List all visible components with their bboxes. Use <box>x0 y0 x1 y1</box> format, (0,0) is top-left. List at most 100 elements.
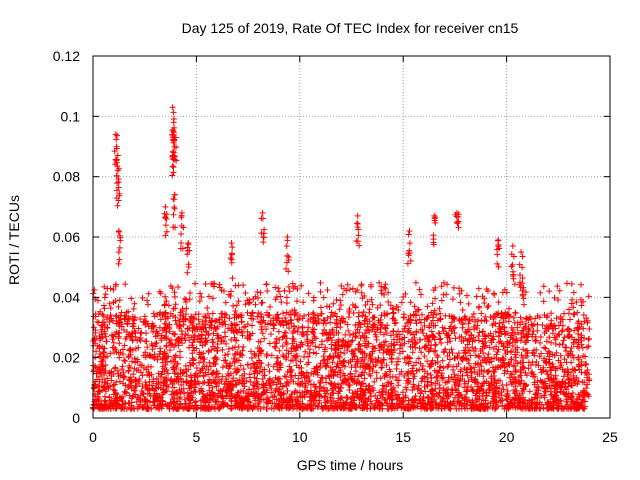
data-point <box>383 400 390 407</box>
data-point <box>163 329 170 336</box>
data-point <box>308 370 315 377</box>
data-point <box>332 320 339 327</box>
data-point <box>311 365 318 372</box>
data-point <box>102 401 109 408</box>
data-point <box>186 247 193 254</box>
data-point <box>585 343 592 350</box>
data-point <box>230 375 237 382</box>
data-point <box>184 251 191 258</box>
data-point <box>558 328 565 335</box>
data-point <box>448 374 455 381</box>
data-point <box>257 364 264 371</box>
data-point <box>436 330 443 337</box>
data-point <box>465 326 472 333</box>
data-point <box>536 353 543 360</box>
data-point <box>167 310 174 317</box>
data-point <box>102 379 109 386</box>
data-point <box>401 340 408 347</box>
data-point <box>406 240 413 247</box>
data-point <box>334 360 341 367</box>
data-point <box>245 398 252 405</box>
data-point <box>541 311 548 318</box>
data-point <box>354 393 361 400</box>
data-point <box>92 313 99 320</box>
data-point <box>150 310 157 317</box>
data-point <box>564 371 571 378</box>
data-point <box>511 374 518 381</box>
data-point <box>464 372 471 379</box>
data-point <box>273 335 280 342</box>
data-point <box>557 397 564 404</box>
data-point <box>358 371 365 378</box>
data-point <box>143 381 150 388</box>
data-point <box>330 404 337 411</box>
data-point <box>209 393 216 400</box>
data-point <box>185 240 192 247</box>
data-point <box>572 367 579 374</box>
data-point <box>276 347 283 354</box>
data-point <box>375 357 382 364</box>
data-point <box>405 368 412 375</box>
data-point <box>496 325 503 332</box>
data-point <box>316 344 323 351</box>
data-point <box>436 315 443 322</box>
data-point <box>161 325 168 332</box>
data-point <box>381 324 388 331</box>
data-point <box>359 392 366 399</box>
data-point <box>283 265 290 272</box>
data-point <box>521 402 528 409</box>
data-point <box>177 394 184 401</box>
data-point <box>345 314 352 321</box>
data-point <box>392 404 399 411</box>
data-point <box>199 380 206 387</box>
data-point <box>572 380 579 387</box>
data-point <box>190 360 197 367</box>
data-point <box>111 381 118 388</box>
data-point <box>115 370 122 377</box>
data-point <box>188 313 195 320</box>
data-point <box>121 312 128 319</box>
data-point <box>177 400 184 407</box>
data-point <box>382 325 389 332</box>
data-point <box>314 369 321 376</box>
data-point <box>382 389 389 396</box>
data-point <box>99 311 106 318</box>
data-point <box>307 316 314 323</box>
data-point <box>552 372 559 379</box>
data-point <box>276 386 283 393</box>
data-point <box>478 317 485 324</box>
data-point <box>429 357 436 364</box>
data-point <box>120 351 127 358</box>
data-point <box>326 353 333 360</box>
data-point <box>280 310 287 317</box>
data-point <box>318 310 325 317</box>
data-point <box>273 396 280 403</box>
data-point <box>431 348 438 355</box>
data-point <box>439 397 446 404</box>
data-point <box>520 284 527 291</box>
data-point <box>140 404 147 411</box>
data-point <box>496 385 503 392</box>
data-point <box>492 385 499 392</box>
data-point <box>231 351 238 358</box>
data-point <box>445 374 452 381</box>
data-point <box>427 345 434 352</box>
data-point <box>528 370 535 377</box>
data-point <box>538 392 545 399</box>
data-point <box>357 385 364 392</box>
data-point <box>570 340 577 347</box>
data-point <box>169 163 176 170</box>
data-point <box>449 350 456 357</box>
data-point <box>163 381 170 388</box>
data-point <box>232 308 239 315</box>
data-point <box>108 373 115 380</box>
data-point <box>428 309 435 316</box>
data-point <box>124 318 131 325</box>
data-point <box>213 317 220 324</box>
data-point <box>559 322 566 329</box>
data-point <box>174 398 181 405</box>
data-point <box>214 323 221 330</box>
data-point <box>280 322 287 329</box>
data-point <box>469 344 476 351</box>
data-point <box>120 369 127 376</box>
